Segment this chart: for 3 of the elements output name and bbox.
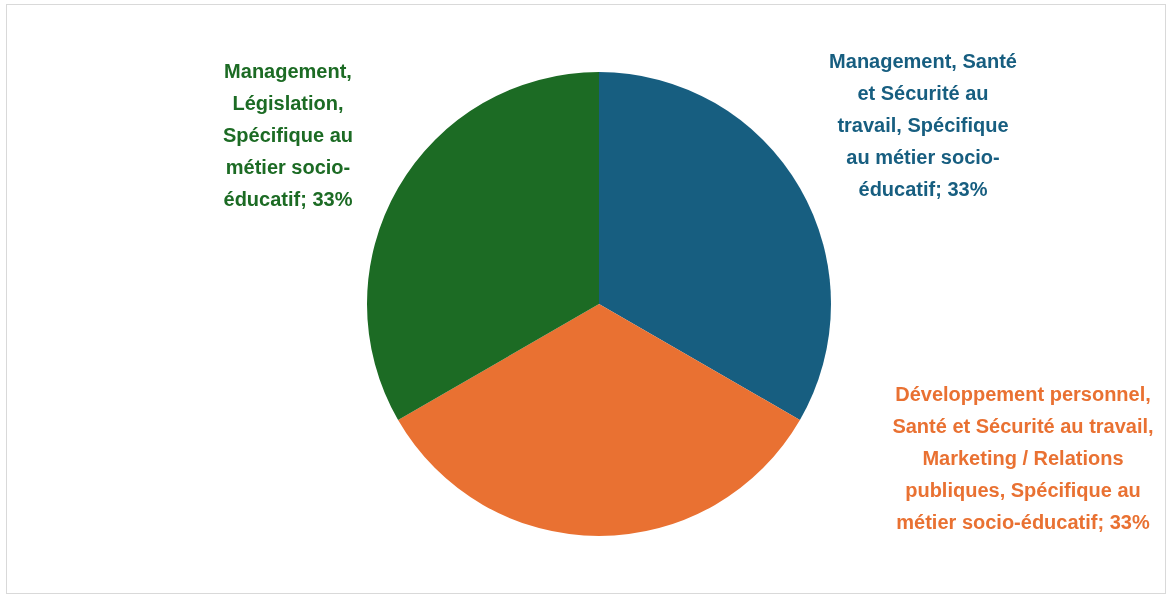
slice-label: Développement personnel, Santé et Sécurité au travail, Marketing / Relations publiques, Spécifique au métier socio-éducatif; 33% xyxy=(892,382,1154,533)
slice-label: Management, Santé et Sécurité au travail, Spécifique au métier socio-éducatif; 33% xyxy=(829,49,1017,200)
slice-label: Management, Législation, Spécifique au métier socio-éducatif; 33% xyxy=(222,59,354,210)
